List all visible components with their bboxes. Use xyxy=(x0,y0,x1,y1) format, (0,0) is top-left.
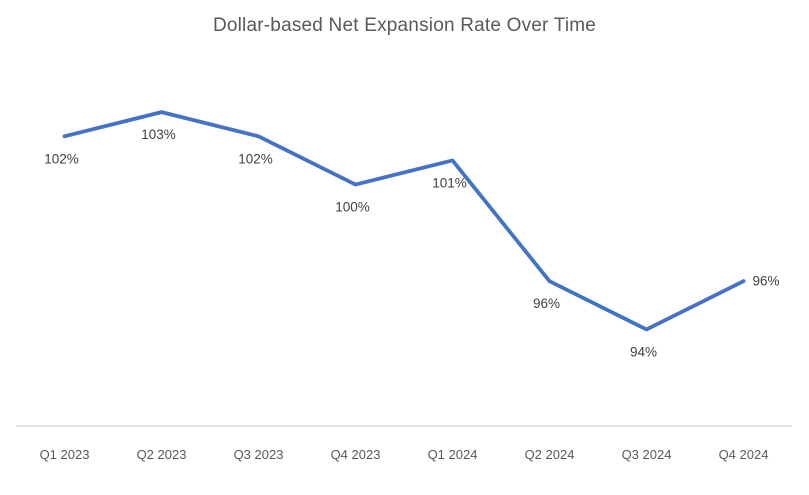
data-label: 102% xyxy=(44,151,79,166)
data-label: 103% xyxy=(141,127,176,142)
data-label: 102% xyxy=(238,151,273,166)
data-label: 96% xyxy=(533,296,560,311)
x-axis-tick-label: Q1 2024 xyxy=(428,447,478,462)
x-axis-tick-label: Q3 2024 xyxy=(622,447,672,462)
x-axis-tick-label: Q4 2023 xyxy=(331,447,381,462)
data-label: 101% xyxy=(432,175,467,190)
chart-title: Dollar-based Net Expansion Rate Over Tim… xyxy=(212,15,597,36)
x-axis-tick-label: Q2 2024 xyxy=(525,447,575,462)
x-axis-tick-label: Q1 2023 xyxy=(40,447,90,462)
series-line xyxy=(62,110,746,332)
data-label: 100% xyxy=(335,200,370,215)
x-axis-tick-label: Q2 2023 xyxy=(137,447,187,462)
x-axis-tick-label: Q4 2024 xyxy=(719,447,769,462)
data-label: 96% xyxy=(753,274,780,289)
x-axis-tick-label: Q3 2023 xyxy=(234,447,284,462)
data-label: 94% xyxy=(630,344,657,359)
